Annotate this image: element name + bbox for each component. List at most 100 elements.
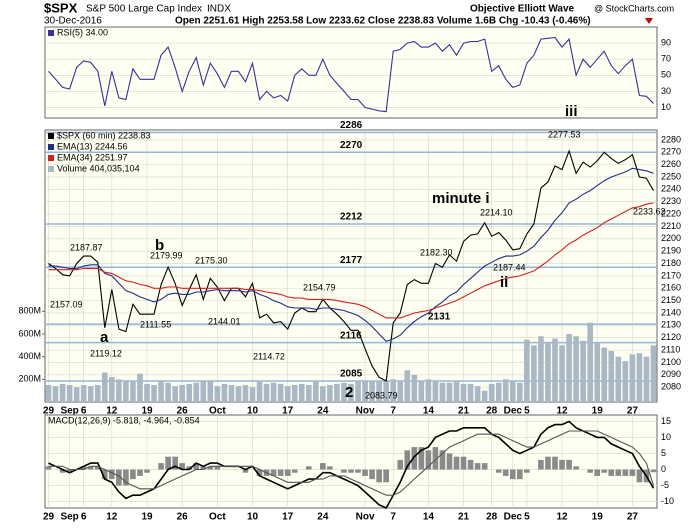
histogram-bar (629, 469, 636, 476)
price-label: 2233.62 (633, 206, 666, 216)
volume-bar (601, 347, 608, 402)
price-label: 2187.44 (493, 262, 526, 272)
histogram-bar (587, 469, 593, 473)
histogram-bar (439, 450, 446, 470)
y-tick-label: -5 (661, 480, 669, 490)
volume-bar (636, 353, 643, 402)
histogram-bar (517, 469, 523, 480)
level-label: 2270 (340, 140, 363, 151)
histogram-bar (552, 456, 558, 470)
volume-bar (502, 379, 509, 402)
histogram-bar (80, 466, 87, 470)
histogram-bar (207, 466, 214, 470)
volume-bar (200, 381, 207, 402)
x-tick-label: 24 (317, 406, 329, 417)
histogram-bar (446, 453, 453, 470)
histogram-bar (495, 469, 502, 473)
volume-bar (390, 379, 397, 402)
volume-bar (235, 386, 242, 402)
level-label: 2212 (340, 212, 363, 223)
y-tick-label: 2080 (661, 382, 681, 392)
volume-bar (151, 385, 157, 402)
histogram-bar (376, 469, 382, 483)
x-tick-label: 12 (556, 406, 568, 417)
x-tick-label: Oct (209, 406, 226, 417)
x-tick-label: 12 (106, 406, 118, 417)
volume-bar (439, 382, 446, 402)
histogram-bar (158, 463, 164, 470)
price-label: 2179.99 (150, 250, 183, 260)
volume-bar (608, 351, 615, 402)
histogram-bar (601, 469, 608, 473)
y-tick-label: 2190 (661, 246, 681, 256)
exchange: INDX (207, 4, 231, 15)
histogram-bar (509, 469, 516, 480)
price-label: 2154.79 (303, 282, 336, 292)
volume-bar (467, 383, 474, 402)
x-tick-label: 12 (106, 512, 118, 523)
y-tick-label: 2130 (661, 320, 681, 330)
volume-bar (116, 379, 122, 402)
wave-label: b (155, 237, 164, 254)
histogram-bar (172, 456, 178, 470)
y-tick-label: 5 (661, 448, 666, 458)
price-label: 2144.01 (208, 316, 241, 326)
y-tick-label: 10 (661, 102, 671, 112)
y2-tick-label: 600M (18, 328, 41, 338)
y2-tick-label: 200M (18, 374, 41, 384)
volume-bar (327, 385, 333, 402)
x-tick-label: 14 (423, 512, 435, 523)
histogram-bar (109, 469, 115, 480)
histogram-bar (327, 466, 333, 470)
series-line (48, 149, 654, 382)
histogram-bar (348, 469, 354, 473)
series-line (48, 430, 655, 496)
histogram-bar (242, 469, 249, 473)
histogram-bar (137, 469, 143, 476)
y-tick-label: 2120 (661, 332, 681, 342)
volume-bar (460, 383, 467, 402)
volume-bar (228, 385, 235, 402)
price-label: 2187.87 (70, 242, 103, 252)
volume-bar (214, 386, 221, 402)
histogram-bar (608, 469, 615, 476)
x-tick-label: Sep (60, 406, 78, 417)
wave-label: a (100, 329, 109, 346)
histogram-bar (538, 459, 544, 470)
volume-bar (629, 354, 636, 402)
volume-bar (495, 382, 502, 402)
volume-bar (650, 345, 657, 402)
x-tick-label: 26 (177, 406, 189, 417)
x-tick-label: 12 (556, 512, 568, 523)
volume-bar (123, 381, 129, 402)
histogram-bar (425, 450, 432, 470)
volume-bar (411, 374, 418, 402)
volume-bar (298, 383, 305, 402)
volume-bar (80, 385, 87, 402)
histogram-bar (545, 456, 551, 470)
histogram-bar (460, 456, 467, 470)
volume-bar (186, 383, 193, 402)
source: @ StockCharts.com (594, 3, 674, 13)
series-line (48, 420, 655, 510)
panel-frame (44, 26, 658, 119)
volume-bar (531, 345, 537, 402)
legend-swatch (48, 155, 54, 161)
y-tick-label: 2280 (661, 134, 681, 144)
histogram-bar (66, 469, 73, 473)
x-tick-label: 19 (141, 406, 153, 417)
legend-swatch (48, 144, 54, 150)
series-line (48, 167, 654, 343)
histogram-bar (277, 469, 284, 476)
x-tick-label: 17 (282, 512, 294, 523)
x-tick-label: Dec (504, 512, 523, 523)
volume-bar (313, 380, 319, 402)
y-tick-label: 70 (661, 54, 671, 64)
x-tick-label: 19 (592, 512, 604, 523)
volume-bar (524, 339, 530, 402)
price-label: 2175.30 (195, 255, 228, 265)
price-label: 2083.79 (365, 390, 398, 400)
histogram-bar (594, 469, 601, 476)
volume-bar (277, 383, 284, 402)
histogram-bar (566, 459, 572, 470)
